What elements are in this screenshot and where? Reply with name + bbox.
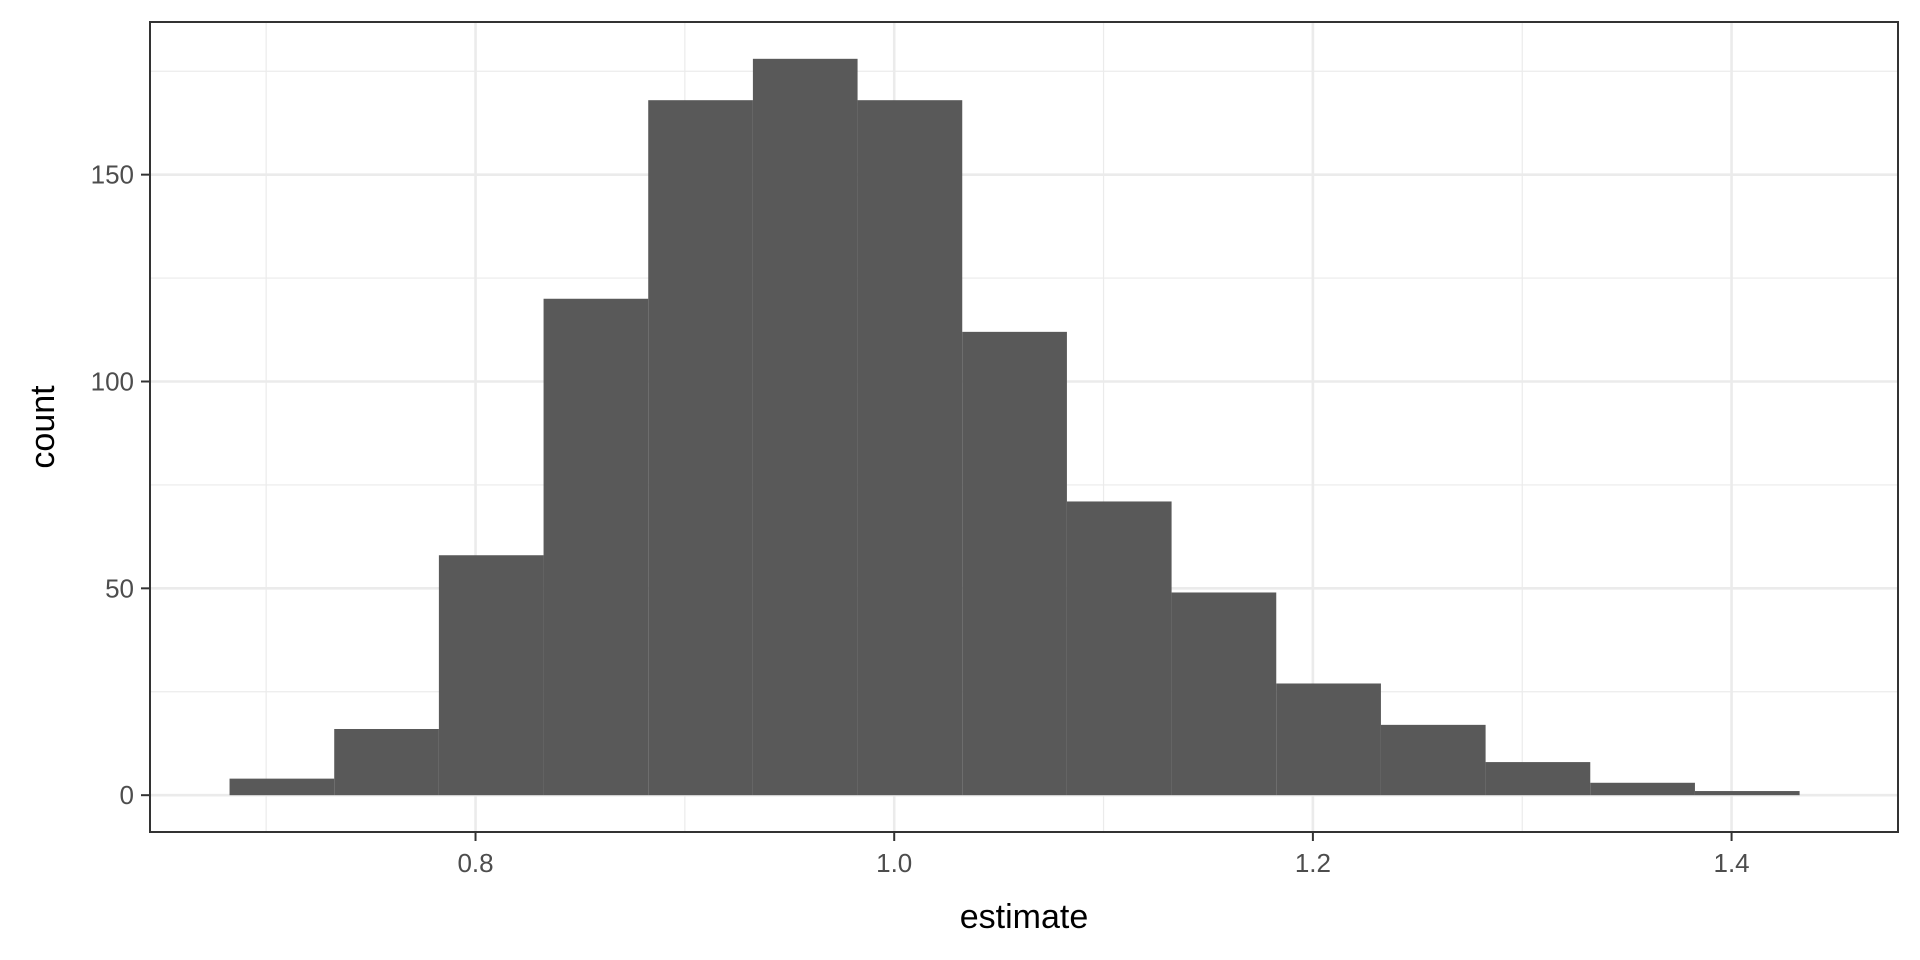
panel-border	[149, 21, 1899, 833]
histogram-bar	[1171, 592, 1277, 796]
x-tick-label: 1.4	[1713, 848, 1749, 878]
x-axis-title: estimate	[960, 898, 1089, 936]
histogram-bar	[752, 58, 858, 796]
x-tick-label: 1.2	[1295, 848, 1331, 878]
x-tick-label: 1.0	[876, 848, 912, 878]
x-tick-label: 0.8	[457, 848, 493, 878]
axis-ticks: 0.8 1.0 1.2 1.4 0 50 100 150	[91, 160, 1750, 878]
histogram-bar	[229, 778, 335, 796]
histogram-bar	[334, 728, 439, 796]
y-tick-label: 100	[91, 366, 134, 396]
y-axis-title: count	[24, 385, 62, 469]
histogram-bar	[857, 100, 963, 796]
histogram-bar	[1694, 791, 1800, 796]
histogram-bar	[962, 331, 1067, 796]
histogram-bar	[1276, 683, 1381, 796]
histogram-bar	[648, 100, 753, 796]
histogram-bar	[1485, 762, 1591, 796]
histogram-bars	[229, 58, 1800, 796]
y-tick-label: 0	[120, 780, 134, 810]
histogram-bar	[543, 298, 649, 796]
histogram-bar	[438, 555, 544, 796]
histogram-bar	[1066, 501, 1172, 796]
histogram-bar	[1590, 782, 1695, 796]
histogram-bar	[1380, 724, 1486, 796]
y-tick-label: 150	[91, 160, 134, 190]
y-tick-label: 50	[105, 573, 134, 603]
